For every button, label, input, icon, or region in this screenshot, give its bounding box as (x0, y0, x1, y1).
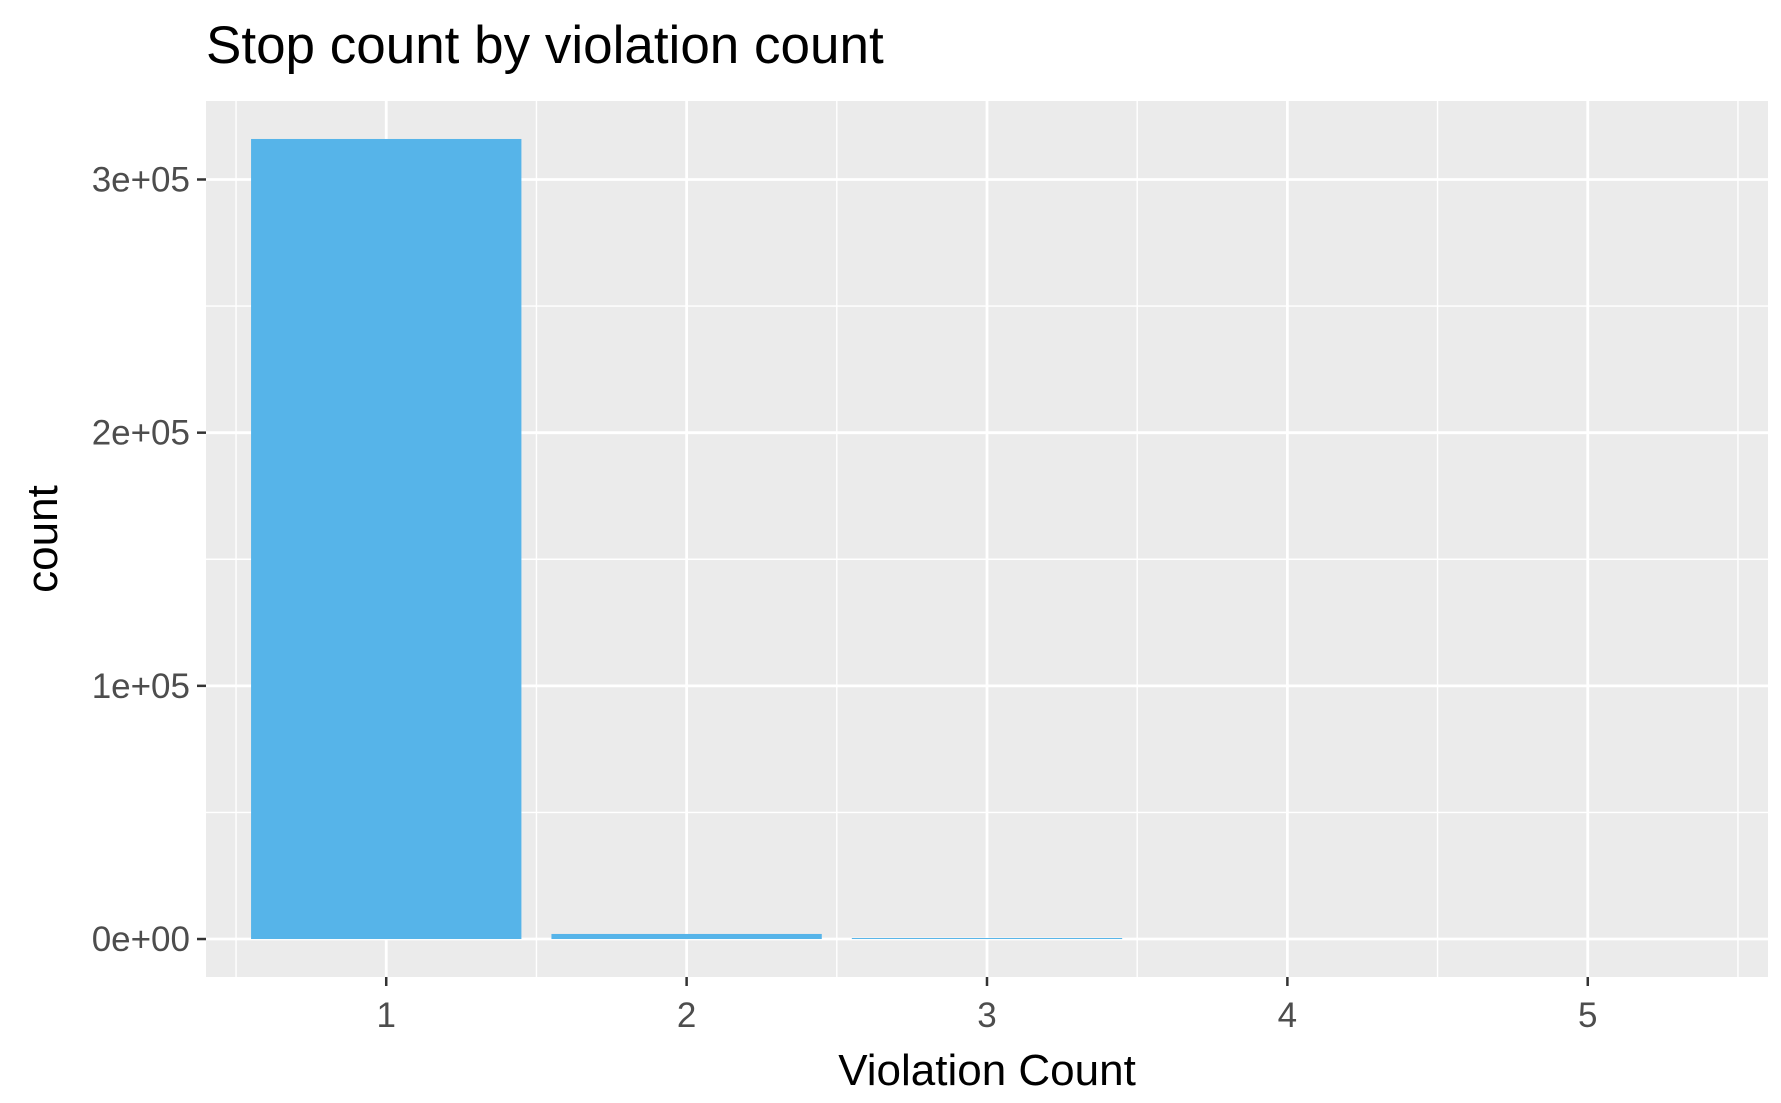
chart-title: Stop count by violation count (206, 16, 884, 75)
x-tick-label: 5 (1578, 996, 1597, 1035)
y-tick-label: 0e+00 (92, 920, 190, 959)
y-axis: 0e+00 1e+05 2e+05 3e+05 (92, 160, 206, 959)
x-tick-label: 3 (977, 996, 996, 1035)
x-axis-title: Violation Count (838, 1046, 1136, 1095)
bars (251, 138, 1123, 940)
bar-3 (851, 938, 1123, 940)
y-tick-label: 3e+05 (92, 160, 190, 199)
y-tick-label: 1e+05 (92, 667, 190, 706)
y-axis-title: count (18, 485, 67, 593)
bar-1 (251, 138, 522, 940)
x-tick-label: 1 (376, 996, 395, 1035)
x-tick-label: 2 (677, 996, 696, 1035)
y-tick-label: 2e+05 (92, 414, 190, 453)
x-tick-label: 4 (1278, 996, 1297, 1035)
x-axis: 1 2 3 4 5 (376, 977, 1598, 1035)
bar-2 (551, 933, 822, 940)
